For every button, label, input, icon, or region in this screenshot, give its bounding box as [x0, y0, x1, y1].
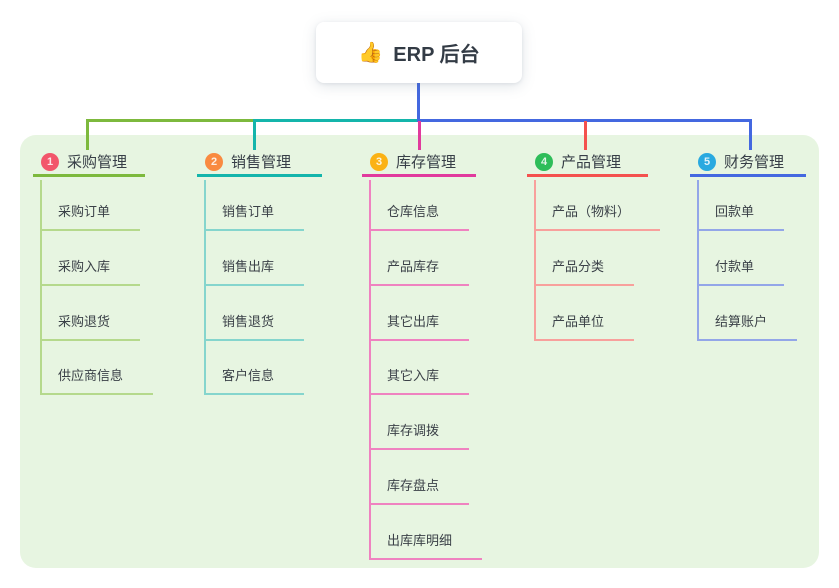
- branch-number-badge: 3: [370, 152, 388, 171]
- branch-spine-line: [40, 180, 42, 395]
- root-node[interactable]: 👍 ERP 后台: [316, 22, 522, 83]
- child-node[interactable]: 销售订单: [204, 204, 305, 231]
- branch-label: 采购管理: [67, 154, 128, 171]
- child-node[interactable]: 结算账户: [697, 314, 798, 341]
- child-node[interactable]: 库存调拨: [369, 423, 470, 450]
- root-node-label: ERP 后台: [393, 44, 480, 66]
- child-node[interactable]: 出库库明细: [369, 533, 483, 560]
- child-node[interactable]: 其它入库: [369, 368, 470, 395]
- branch-connector-line: [86, 119, 256, 122]
- branch-spine-line: [369, 180, 371, 560]
- branch-number-badge: 4: [535, 152, 553, 171]
- child-node[interactable]: 销售退货: [204, 314, 305, 341]
- child-node[interactable]: 客户信息: [204, 368, 305, 395]
- child-node[interactable]: 采购入库: [40, 259, 141, 286]
- branch-drop-line: [584, 121, 587, 150]
- branch-drop-line: [749, 121, 752, 150]
- child-node[interactable]: 其它出库: [369, 314, 470, 341]
- branches-panel: [20, 135, 819, 568]
- branch-number-badge: 1: [41, 152, 59, 171]
- branch-node-1[interactable]: 1 采购管理: [33, 149, 145, 177]
- branch-label: 财务管理: [724, 154, 785, 171]
- branch-connector-line: [253, 119, 421, 122]
- branch-drop-line: [86, 121, 89, 150]
- child-node[interactable]: 产品（物料）: [534, 204, 661, 231]
- child-node[interactable]: 付款单: [697, 259, 785, 286]
- branch-node-3[interactable]: 3 库存管理: [362, 149, 476, 177]
- branch-label: 库存管理: [396, 154, 457, 171]
- root-connector-line: [417, 83, 420, 122]
- child-node[interactable]: 采购订单: [40, 204, 141, 231]
- child-node[interactable]: 仓库信息: [369, 204, 470, 231]
- branch-node-5[interactable]: 5 财务管理: [690, 149, 806, 177]
- branch-label: 产品管理: [561, 154, 622, 171]
- child-node[interactable]: 产品分类: [534, 259, 635, 286]
- branch-connector-line: [418, 119, 752, 122]
- child-node[interactable]: 供应商信息: [40, 368, 154, 395]
- child-node[interactable]: 采购退货: [40, 314, 141, 341]
- branch-spine-line: [204, 180, 206, 395]
- branch-number-badge: 2: [205, 152, 223, 171]
- thumbs-up-icon: 👍: [358, 41, 384, 64]
- child-node[interactable]: 销售出库: [204, 259, 305, 286]
- branch-drop-line: [253, 121, 256, 150]
- child-node[interactable]: 产品单位: [534, 314, 635, 341]
- branch-node-4[interactable]: 4 产品管理: [527, 149, 648, 177]
- branch-node-2[interactable]: 2 销售管理: [197, 149, 322, 177]
- branch-label: 销售管理: [231, 154, 292, 171]
- branch-number-badge: 5: [698, 152, 716, 171]
- child-node[interactable]: 产品库存: [369, 259, 470, 286]
- branch-drop-line: [418, 121, 421, 150]
- branch-spine-line: [697, 180, 699, 341]
- branch-spine-line: [534, 180, 536, 341]
- child-node[interactable]: 回款单: [697, 204, 785, 231]
- child-node[interactable]: 库存盘点: [369, 478, 470, 505]
